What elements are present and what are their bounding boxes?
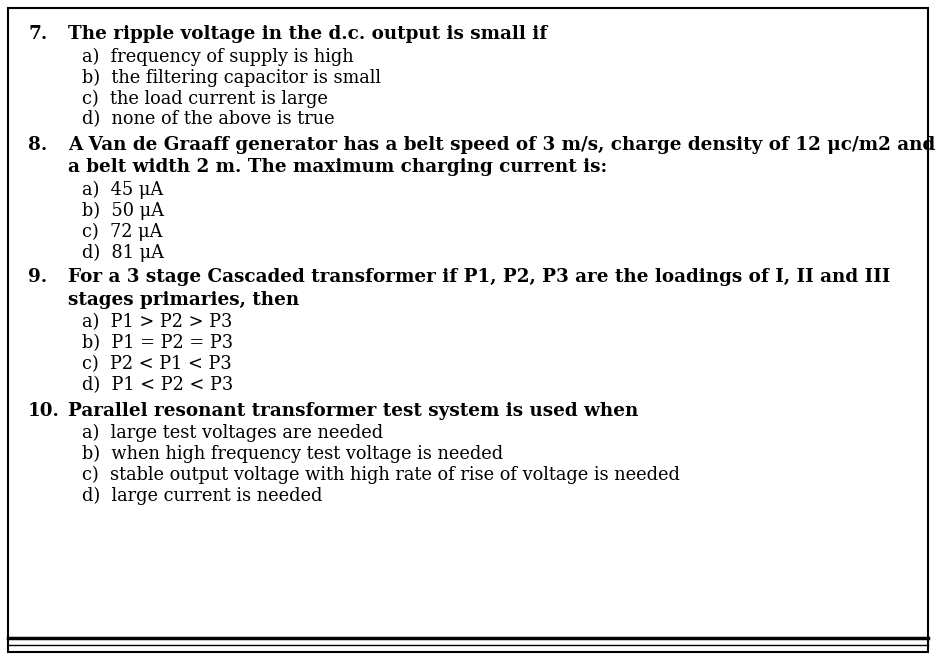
Text: a)  45 μA: a) 45 μA <box>82 180 163 199</box>
Text: a)  frequency of supply is high: a) frequency of supply is high <box>82 48 354 66</box>
Text: stages primaries, then: stages primaries, then <box>68 291 300 309</box>
Text: b)  P1 = P2 = P3: b) P1 = P2 = P3 <box>82 335 233 352</box>
Text: d)  81 μA: d) 81 μA <box>82 244 164 262</box>
Text: Parallel resonant transformer test system is used when: Parallel resonant transformer test syste… <box>68 401 638 420</box>
Text: c)  the load current is large: c) the load current is large <box>82 90 328 108</box>
Text: d)  none of the above is true: d) none of the above is true <box>82 110 335 129</box>
Text: c)  P2 < P1 < P3: c) P2 < P1 < P3 <box>82 356 232 374</box>
Text: d)  large current is needed: d) large current is needed <box>82 487 322 506</box>
Text: For a 3 stage Cascaded transformer if P1, P2, P3 are the loadings of I, II and I: For a 3 stage Cascaded transformer if P1… <box>68 269 890 286</box>
Text: c)  stable output voltage with high rate of rise of voltage is needed: c) stable output voltage with high rate … <box>82 466 680 484</box>
Text: c)  72 μA: c) 72 μA <box>82 222 163 241</box>
Text: A Van de Graaff generator has a belt speed of 3 m/s, charge density of 12 μc/m2 : A Van de Graaff generator has a belt spe… <box>68 135 935 154</box>
Text: 7.: 7. <box>28 25 47 43</box>
Text: 8.: 8. <box>28 135 47 154</box>
Text: a belt width 2 m. The maximum charging current is:: a belt width 2 m. The maximum charging c… <box>68 158 607 176</box>
Text: a)  P1 > P2 > P3: a) P1 > P2 > P3 <box>82 314 232 331</box>
Text: The ripple voltage in the d.c. output is small if: The ripple voltage in the d.c. output is… <box>68 25 548 43</box>
Text: a)  large test voltages are needed: a) large test voltages are needed <box>82 424 383 442</box>
Text: b)  the filtering capacitor is small: b) the filtering capacitor is small <box>82 69 381 86</box>
Text: d)  P1 < P2 < P3: d) P1 < P2 < P3 <box>82 376 233 395</box>
Text: b)  when high frequency test voltage is needed: b) when high frequency test voltage is n… <box>82 445 504 463</box>
Text: b)  50 μA: b) 50 μA <box>82 201 164 220</box>
Text: 9.: 9. <box>28 269 47 286</box>
Text: 10.: 10. <box>28 401 60 420</box>
